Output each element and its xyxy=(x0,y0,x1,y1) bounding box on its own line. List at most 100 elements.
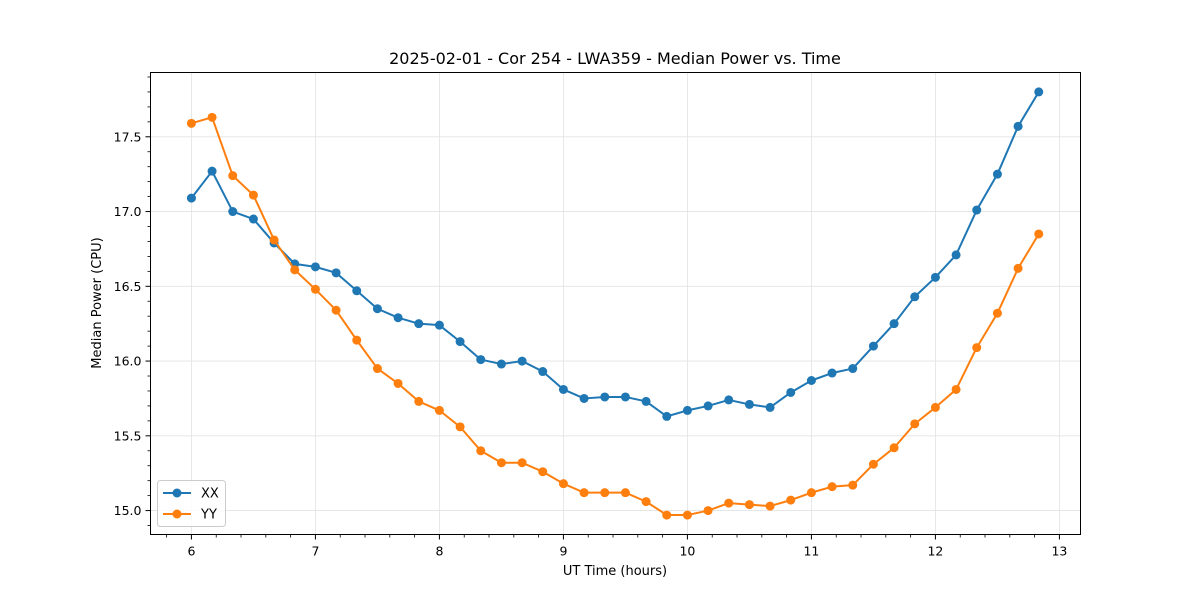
data-point-yy xyxy=(414,396,424,406)
series-xx xyxy=(186,87,1044,421)
data-point-xx xyxy=(517,356,527,366)
x-tick-label: 7 xyxy=(311,544,319,559)
legend-marker-yy xyxy=(172,509,182,519)
data-point-yy xyxy=(910,419,920,429)
data-point-yy xyxy=(352,335,362,345)
data-point-xx xyxy=(662,411,672,421)
y-tick-label: 16.5 xyxy=(114,279,142,294)
data-point-xx xyxy=(207,166,217,176)
data-point-yy xyxy=(290,265,300,275)
data-point-xx xyxy=(682,405,692,415)
y-tick-label: 17.5 xyxy=(114,129,142,144)
legend: XX YY xyxy=(157,480,226,527)
data-point-yy xyxy=(951,384,961,394)
data-point-xx xyxy=(538,367,548,377)
data-point-yy xyxy=(558,479,568,489)
data-point-xx xyxy=(620,392,630,402)
x-tick-label: 8 xyxy=(435,544,443,559)
data-point-xx xyxy=(1034,87,1044,97)
x-tick-label: 12 xyxy=(927,544,943,559)
series-yy xyxy=(186,112,1044,520)
y-tick-label: 15.5 xyxy=(114,428,142,443)
data-point-xx xyxy=(414,319,424,329)
data-point-yy xyxy=(848,480,858,490)
data-point-xx xyxy=(765,402,775,412)
chart-title: 2025-02-01 - Cor 254 - LWA359 - Median P… xyxy=(389,49,841,68)
data-point-xx xyxy=(1013,121,1023,131)
data-point-yy xyxy=(827,482,837,492)
y-tick-label: 17.0 xyxy=(114,204,142,219)
data-point-yy xyxy=(992,308,1002,318)
data-point-yy xyxy=(682,510,692,520)
y-tick-label: 16.0 xyxy=(114,354,142,369)
data-point-yy xyxy=(228,171,238,181)
data-point-yy xyxy=(310,284,320,294)
data-point-yy xyxy=(579,488,589,498)
data-point-yy xyxy=(806,488,816,498)
data-point-yy xyxy=(269,235,279,245)
data-point-xx xyxy=(372,304,382,314)
data-point-xx xyxy=(703,401,713,411)
data-point-xx xyxy=(352,286,362,296)
y-tick-label: 15.0 xyxy=(114,503,142,518)
data-point-yy xyxy=(538,467,548,477)
x-tick-label: 13 xyxy=(1051,544,1067,559)
data-point-yy xyxy=(248,190,258,200)
data-point-xx xyxy=(972,205,982,215)
data-point-yy xyxy=(186,118,196,128)
data-point-yy xyxy=(641,497,651,507)
data-point-xx xyxy=(724,395,734,405)
data-point-yy xyxy=(972,343,982,353)
data-point-xx xyxy=(434,320,444,330)
data-point-xx xyxy=(641,396,651,406)
data-point-yy xyxy=(786,495,796,505)
data-point-xx xyxy=(310,262,320,272)
data-point-xx xyxy=(889,319,899,329)
data-point-xx xyxy=(827,368,837,378)
y-axis-label: Median Power (CPU) xyxy=(90,237,105,368)
data-point-xx xyxy=(331,268,341,278)
data-point-xx xyxy=(393,313,403,323)
data-point-xx xyxy=(248,214,258,224)
data-point-yy xyxy=(1034,229,1044,239)
x-tick-label: 11 xyxy=(803,544,819,559)
data-point-yy xyxy=(662,510,672,520)
data-point-yy xyxy=(703,506,713,516)
x-axis-label: UT Time (hours) xyxy=(563,564,667,579)
data-point-yy xyxy=(620,488,630,498)
data-point-yy xyxy=(434,405,444,415)
data-point-yy xyxy=(476,446,486,456)
data-point-yy xyxy=(393,378,403,388)
data-point-yy xyxy=(1013,263,1023,273)
series-line-yy xyxy=(191,116,1040,517)
data-point-yy xyxy=(207,112,217,122)
legend-label-xx: XX xyxy=(201,487,219,502)
plot-frame xyxy=(150,72,1081,535)
data-point-yy xyxy=(889,443,899,453)
legend-marker-xx xyxy=(172,488,182,498)
axis-ticks: 6 7 8 9 10 11 12 13 15.0 15.5 16.0 16.5 17.0 17.5 xyxy=(114,76,1067,559)
data-point-xx xyxy=(806,376,816,385)
data-point-yy xyxy=(455,422,465,432)
x-tick-label: 6 xyxy=(187,544,195,559)
data-point-xx xyxy=(992,169,1002,179)
data-point-yy xyxy=(372,364,382,374)
grid-lines xyxy=(150,72,1081,535)
data-point-xx xyxy=(910,292,920,302)
data-point-xx xyxy=(930,272,940,282)
x-tick-label: 10 xyxy=(679,544,695,559)
x-tick-label: 9 xyxy=(559,544,567,559)
data-point-xx xyxy=(496,359,506,369)
data-point-yy xyxy=(724,498,734,508)
data-point-yy xyxy=(496,458,506,468)
data-point-yy xyxy=(930,402,940,412)
data-point-xx xyxy=(600,392,610,402)
data-point-yy xyxy=(517,458,527,468)
data-point-xx xyxy=(786,387,796,397)
data-point-yy xyxy=(331,305,341,315)
data-point-xx xyxy=(579,393,589,403)
data-point-yy xyxy=(868,459,878,469)
data-point-xx xyxy=(476,355,486,365)
data-point-xx xyxy=(951,250,961,260)
